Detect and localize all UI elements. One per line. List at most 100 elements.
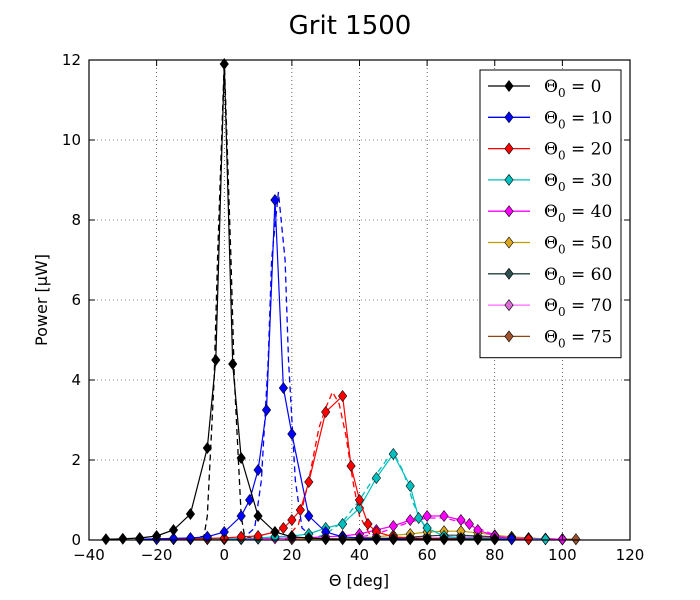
fit-curve: [240, 191, 316, 541]
data-point: [523, 533, 534, 546]
legend-label-symbol: Θ: [544, 234, 558, 254]
data-point: [168, 524, 179, 536]
legend-label-value: = 30: [566, 171, 613, 191]
legend-label-value: = 10: [566, 108, 613, 128]
data-point: [363, 518, 373, 530]
data-point: [405, 480, 415, 492]
data-point: [287, 514, 297, 526]
data-point: [278, 522, 288, 534]
data-point: [321, 406, 331, 418]
legend-label-value: = 70: [566, 296, 613, 316]
legend-marker: [504, 173, 514, 186]
y-tick-label: 12: [62, 51, 81, 69]
data-point: [321, 532, 331, 545]
legend-label-symbol: Θ: [544, 108, 558, 128]
data-point: [473, 533, 483, 546]
legend-label-symbol: Θ: [544, 327, 558, 347]
legend-marker: [504, 330, 514, 343]
legend-label-symbol: Θ: [544, 140, 558, 160]
data-point: [168, 532, 179, 545]
x-tick-label: 60: [418, 546, 437, 564]
x-tick-label: −40: [73, 546, 105, 564]
legend-label-subscript: 0: [558, 274, 566, 288]
legend-label-symbol: Θ: [544, 77, 558, 97]
legend-label-subscript: 0: [558, 180, 566, 194]
data-point: [371, 533, 381, 546]
data-point: [278, 382, 288, 394]
data-point: [270, 526, 280, 538]
legend-label-subscript: 0: [558, 211, 566, 225]
legend-marker: [504, 142, 514, 155]
data-point: [202, 442, 212, 454]
data-point: [236, 510, 246, 522]
x-tick-label: 20: [282, 546, 301, 564]
data-point: [304, 532, 314, 544]
legend-marker: [504, 205, 514, 218]
legend-marker: [504, 267, 514, 280]
legend-marker: [504, 80, 514, 92]
data-point: [202, 530, 212, 543]
data-point: [101, 533, 111, 546]
data-point: [422, 510, 432, 522]
x-tick-label: 40: [350, 546, 369, 564]
data-point: [253, 464, 263, 476]
legend-marker: [504, 236, 514, 249]
data-point: [211, 354, 221, 366]
data-point: [295, 504, 305, 516]
data-point: [439, 510, 449, 522]
legend-label-value: = 60: [566, 265, 613, 285]
data-point: [354, 494, 365, 506]
legend-label: Θ0 = 75: [544, 327, 612, 350]
data-point: [304, 510, 314, 522]
legend-label: Θ0 = 40: [544, 202, 612, 225]
legend-label-subscript: 0: [558, 86, 566, 100]
legend-label: Θ0 = 30: [544, 171, 612, 194]
legend-label-subscript: 0: [558, 149, 566, 163]
legend-label-symbol: Θ: [544, 171, 558, 191]
data-point: [507, 533, 517, 546]
data-point: [456, 514, 466, 526]
data-point: [261, 404, 272, 416]
data-point: [464, 518, 474, 530]
legend-label: Θ0 = 0: [544, 77, 601, 100]
data-point: [388, 533, 398, 546]
chart-title: Grit 1500: [289, 11, 412, 41]
y-tick-label: 10: [62, 131, 81, 149]
data-point: [371, 472, 381, 484]
data-point: [270, 194, 280, 206]
data-point: [118, 532, 128, 545]
data-point: [540, 533, 551, 546]
data-point: [228, 358, 238, 370]
legend-label-value: = 75: [566, 327, 613, 347]
legend-label: Θ0 = 10: [544, 108, 612, 131]
data-point: [338, 390, 348, 402]
legend-label-value: = 40: [566, 202, 613, 222]
legend-label-value: = 20: [566, 140, 613, 160]
data-point: [414, 512, 424, 524]
data-point: [571, 533, 581, 546]
legend-marker: [504, 299, 514, 312]
legend-label: Θ0 = 60: [544, 265, 612, 288]
legend-label: Θ0 = 20: [544, 140, 612, 163]
data-point: [338, 533, 348, 546]
x-tick-label: 80: [485, 546, 504, 564]
y-tick-label: 8: [71, 211, 81, 229]
data-point: [135, 532, 145, 544]
legend-label-subscript: 0: [558, 117, 566, 131]
y-tick-label: 0: [71, 531, 81, 549]
data-point: [304, 476, 314, 488]
data-point: [185, 532, 196, 544]
legend-label-subscript: 0: [558, 305, 566, 319]
legend-marker: [504, 111, 514, 124]
legend-label-subscript: 0: [558, 243, 566, 257]
data-point: [405, 533, 415, 546]
data-point: [185, 508, 196, 520]
x-axis-label: Θ [deg]: [329, 571, 389, 590]
axis-ticks: −40 −20 0 20 40 60 80 100 120 0 2 4 6 8 10 12: [62, 51, 644, 564]
x-tick-label: 0: [219, 546, 229, 564]
series-line: [224, 515, 563, 540]
data-point: [405, 514, 415, 526]
